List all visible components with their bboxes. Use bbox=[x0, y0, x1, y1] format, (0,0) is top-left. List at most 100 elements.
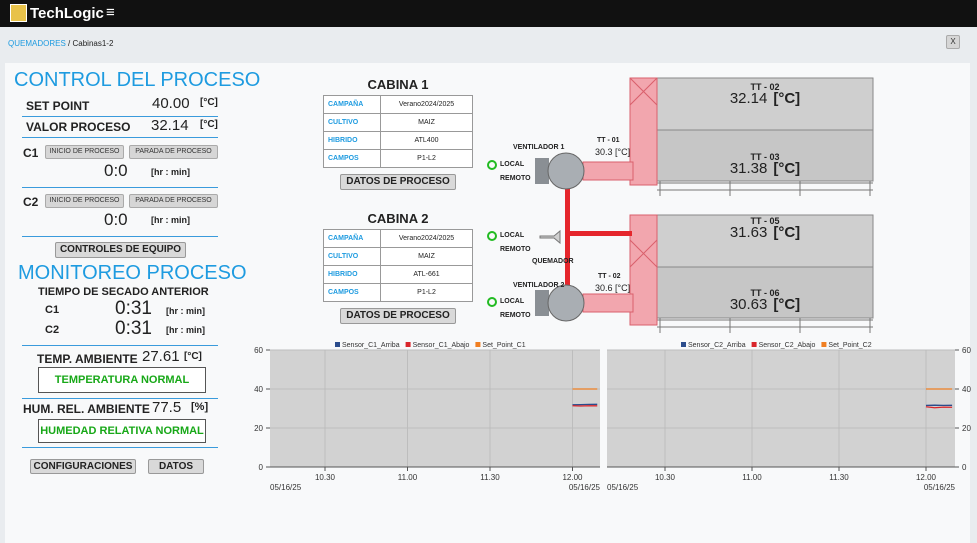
burner bbox=[539, 229, 561, 245]
sensor-value: 30.6 [°C] bbox=[595, 283, 630, 293]
cell-value: ATL400 bbox=[380, 131, 473, 150]
tank-2 bbox=[656, 214, 874, 333]
value: 31.63 bbox=[729, 224, 768, 241]
cabin-title: CABINA 1 bbox=[367, 77, 429, 92]
breadcrumb-separator: / bbox=[68, 39, 71, 48]
unit: [°C] bbox=[200, 97, 218, 108]
x-tick-label: 12.00 bbox=[562, 473, 583, 482]
y-tick-label: 40 bbox=[962, 385, 971, 394]
x-tick-label: 10.30 bbox=[315, 473, 336, 482]
start-button[interactable]: INICIO DE PROCESO bbox=[45, 194, 124, 208]
unit: [°C] bbox=[615, 147, 631, 157]
temp-status: TEMPERATURA NORMAL bbox=[38, 367, 206, 393]
cabin-table: CAMPAÑA Verano2024/2025 CULTIVO MAIZ HIBRIDO… bbox=[323, 95, 473, 168]
y-tick-label: 40 bbox=[254, 385, 263, 394]
tank-reading: 30.63 [°C] bbox=[657, 296, 873, 313]
config-button[interactable]: CONFIGURACIONES bbox=[30, 459, 136, 474]
legend-swatch bbox=[475, 342, 481, 347]
unit: [%] bbox=[191, 401, 209, 413]
sensor-tag: TT - 01 bbox=[597, 137, 620, 144]
cell-value: Verano2024/2025 bbox=[380, 229, 473, 248]
separator bbox=[22, 187, 218, 188]
cell-label: HIBRIDO bbox=[323, 131, 381, 150]
legend-swatch bbox=[681, 342, 686, 347]
process-data-button[interactable]: DATOS DE PROCESO bbox=[340, 308, 456, 324]
legend-label: Sensor_C1_Arriba bbox=[342, 342, 400, 349]
separator bbox=[22, 137, 218, 138]
cabin-table: CAMPAÑA Verano2024/2025 CULTIVO MAIZ HIBRIDO… bbox=[323, 229, 473, 302]
unit: [hr : min] bbox=[151, 167, 190, 177]
table-row: CULTIVO MAIZ bbox=[323, 247, 473, 266]
data-button[interactable]: DATOS bbox=[148, 459, 204, 474]
drying-title: TIEMPO DE SECADO ANTERIOR bbox=[38, 286, 209, 298]
fan-body bbox=[547, 284, 585, 322]
x-date: 05/16/25 bbox=[607, 483, 639, 492]
table-row: CULTIVO MAIZ bbox=[323, 113, 473, 132]
cell-label: CAMPOS bbox=[323, 149, 381, 168]
fan-label: VENTILADOR 2 bbox=[513, 282, 565, 289]
pipe bbox=[565, 231, 632, 236]
process-value: 32.14 bbox=[151, 117, 189, 134]
process-data-button[interactable]: DATOS DE PROCESO bbox=[340, 174, 456, 190]
cell-value: ATL-661 bbox=[380, 265, 473, 284]
separator bbox=[22, 447, 218, 448]
unit: [°C] bbox=[615, 283, 631, 293]
value: 30.3 bbox=[595, 147, 613, 157]
breadcrumb-parent[interactable]: QUEMADORES bbox=[8, 39, 66, 48]
fan-2 bbox=[535, 284, 585, 322]
table-row: CAMPAÑA Verano2024/2025 bbox=[323, 95, 473, 114]
fan-1 bbox=[535, 152, 585, 190]
tank-section bbox=[656, 214, 874, 268]
x-tick-label: 12.00 bbox=[916, 473, 937, 482]
breadcrumb-current: Cabinas1-2 bbox=[72, 39, 114, 48]
cell-value: Verano2024/2025 bbox=[380, 95, 473, 114]
tank-tag: TT - 02 bbox=[750, 82, 780, 92]
unit: [°C] bbox=[773, 224, 801, 241]
separator bbox=[22, 236, 218, 237]
tank-reading: 31.38 [°C] bbox=[657, 160, 873, 177]
c1-label: C1 bbox=[45, 304, 60, 316]
tank-tag: TT - 03 bbox=[750, 152, 780, 162]
process-value-label: VALOR PROCESO bbox=[26, 120, 131, 134]
stop-button[interactable]: PARADA DE PROCESO bbox=[129, 194, 218, 208]
c1-time: 0:31 bbox=[115, 298, 152, 319]
separator bbox=[22, 345, 218, 346]
local-indicator bbox=[487, 297, 497, 307]
value: 30.6 bbox=[595, 283, 613, 293]
cell-value: P1-L2 bbox=[380, 149, 473, 168]
local-label: LOCAL bbox=[500, 298, 525, 305]
legend-label: Set_Point_C2 bbox=[828, 342, 871, 349]
unit: [hr : min] bbox=[166, 306, 205, 316]
unit: [°C] bbox=[184, 351, 202, 362]
legend-swatch bbox=[335, 342, 340, 347]
stop-button[interactable]: PARADA DE PROCESO bbox=[129, 145, 218, 159]
monitoring-title: MONITOREO PROCESO bbox=[18, 262, 247, 284]
legend-swatch bbox=[751, 342, 757, 347]
y-tick-label: 20 bbox=[962, 424, 971, 433]
start-button[interactable]: INICIO DE PROCESO bbox=[45, 145, 124, 159]
cell-label: CAMPOS bbox=[323, 283, 381, 302]
remote-label: REMOTO bbox=[500, 246, 531, 253]
temp-label: TEMP. AMBIENTE bbox=[37, 352, 138, 366]
unit: [°C] bbox=[773, 90, 801, 107]
local-label: LOCAL bbox=[500, 161, 525, 168]
motor bbox=[535, 290, 549, 316]
c2-label: C2 bbox=[23, 195, 39, 209]
cell-value: P1-L2 bbox=[380, 283, 473, 302]
local-label: LOCAL bbox=[500, 232, 525, 239]
legend-label: Set_Point_C1 bbox=[482, 342, 525, 349]
set-point-value: 40.00 bbox=[152, 95, 190, 112]
x-tick-label: 11.00 bbox=[742, 473, 762, 482]
menu-icon[interactable]: ≡ bbox=[106, 4, 115, 21]
plot-area bbox=[607, 350, 955, 467]
equipment-button[interactable]: CONTROLES DE EQUIPO bbox=[55, 242, 186, 258]
tank-rails bbox=[657, 318, 873, 333]
tank-reading: 32.14 [°C] bbox=[657, 90, 873, 107]
tank-tag: TT - 05 bbox=[750, 216, 780, 226]
legend-label: Sensor_C2_Abajo bbox=[759, 342, 816, 349]
duct bbox=[629, 214, 658, 326]
cabin-title: CABINA 2 bbox=[367, 211, 429, 226]
close-button[interactable]: X bbox=[946, 35, 960, 49]
